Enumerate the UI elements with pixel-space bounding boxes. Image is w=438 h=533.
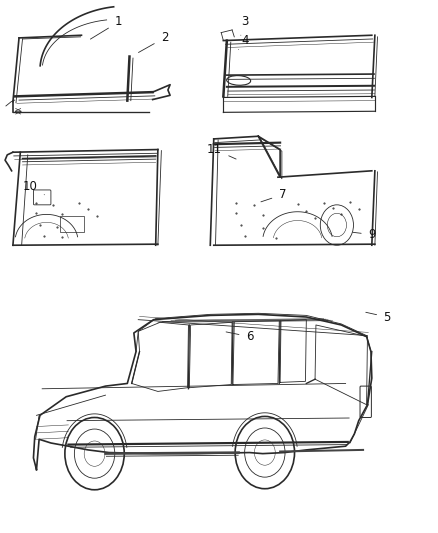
Text: 4: 4	[239, 34, 249, 50]
Text: 5: 5	[366, 311, 391, 324]
Text: 9: 9	[353, 228, 375, 241]
Text: 7: 7	[261, 188, 286, 202]
Text: 11: 11	[207, 143, 236, 159]
Text: 3: 3	[241, 15, 249, 35]
Text: 1: 1	[90, 15, 122, 39]
Text: 10: 10	[23, 180, 44, 195]
Text: 6: 6	[226, 330, 253, 343]
Text: 2: 2	[138, 31, 168, 52]
